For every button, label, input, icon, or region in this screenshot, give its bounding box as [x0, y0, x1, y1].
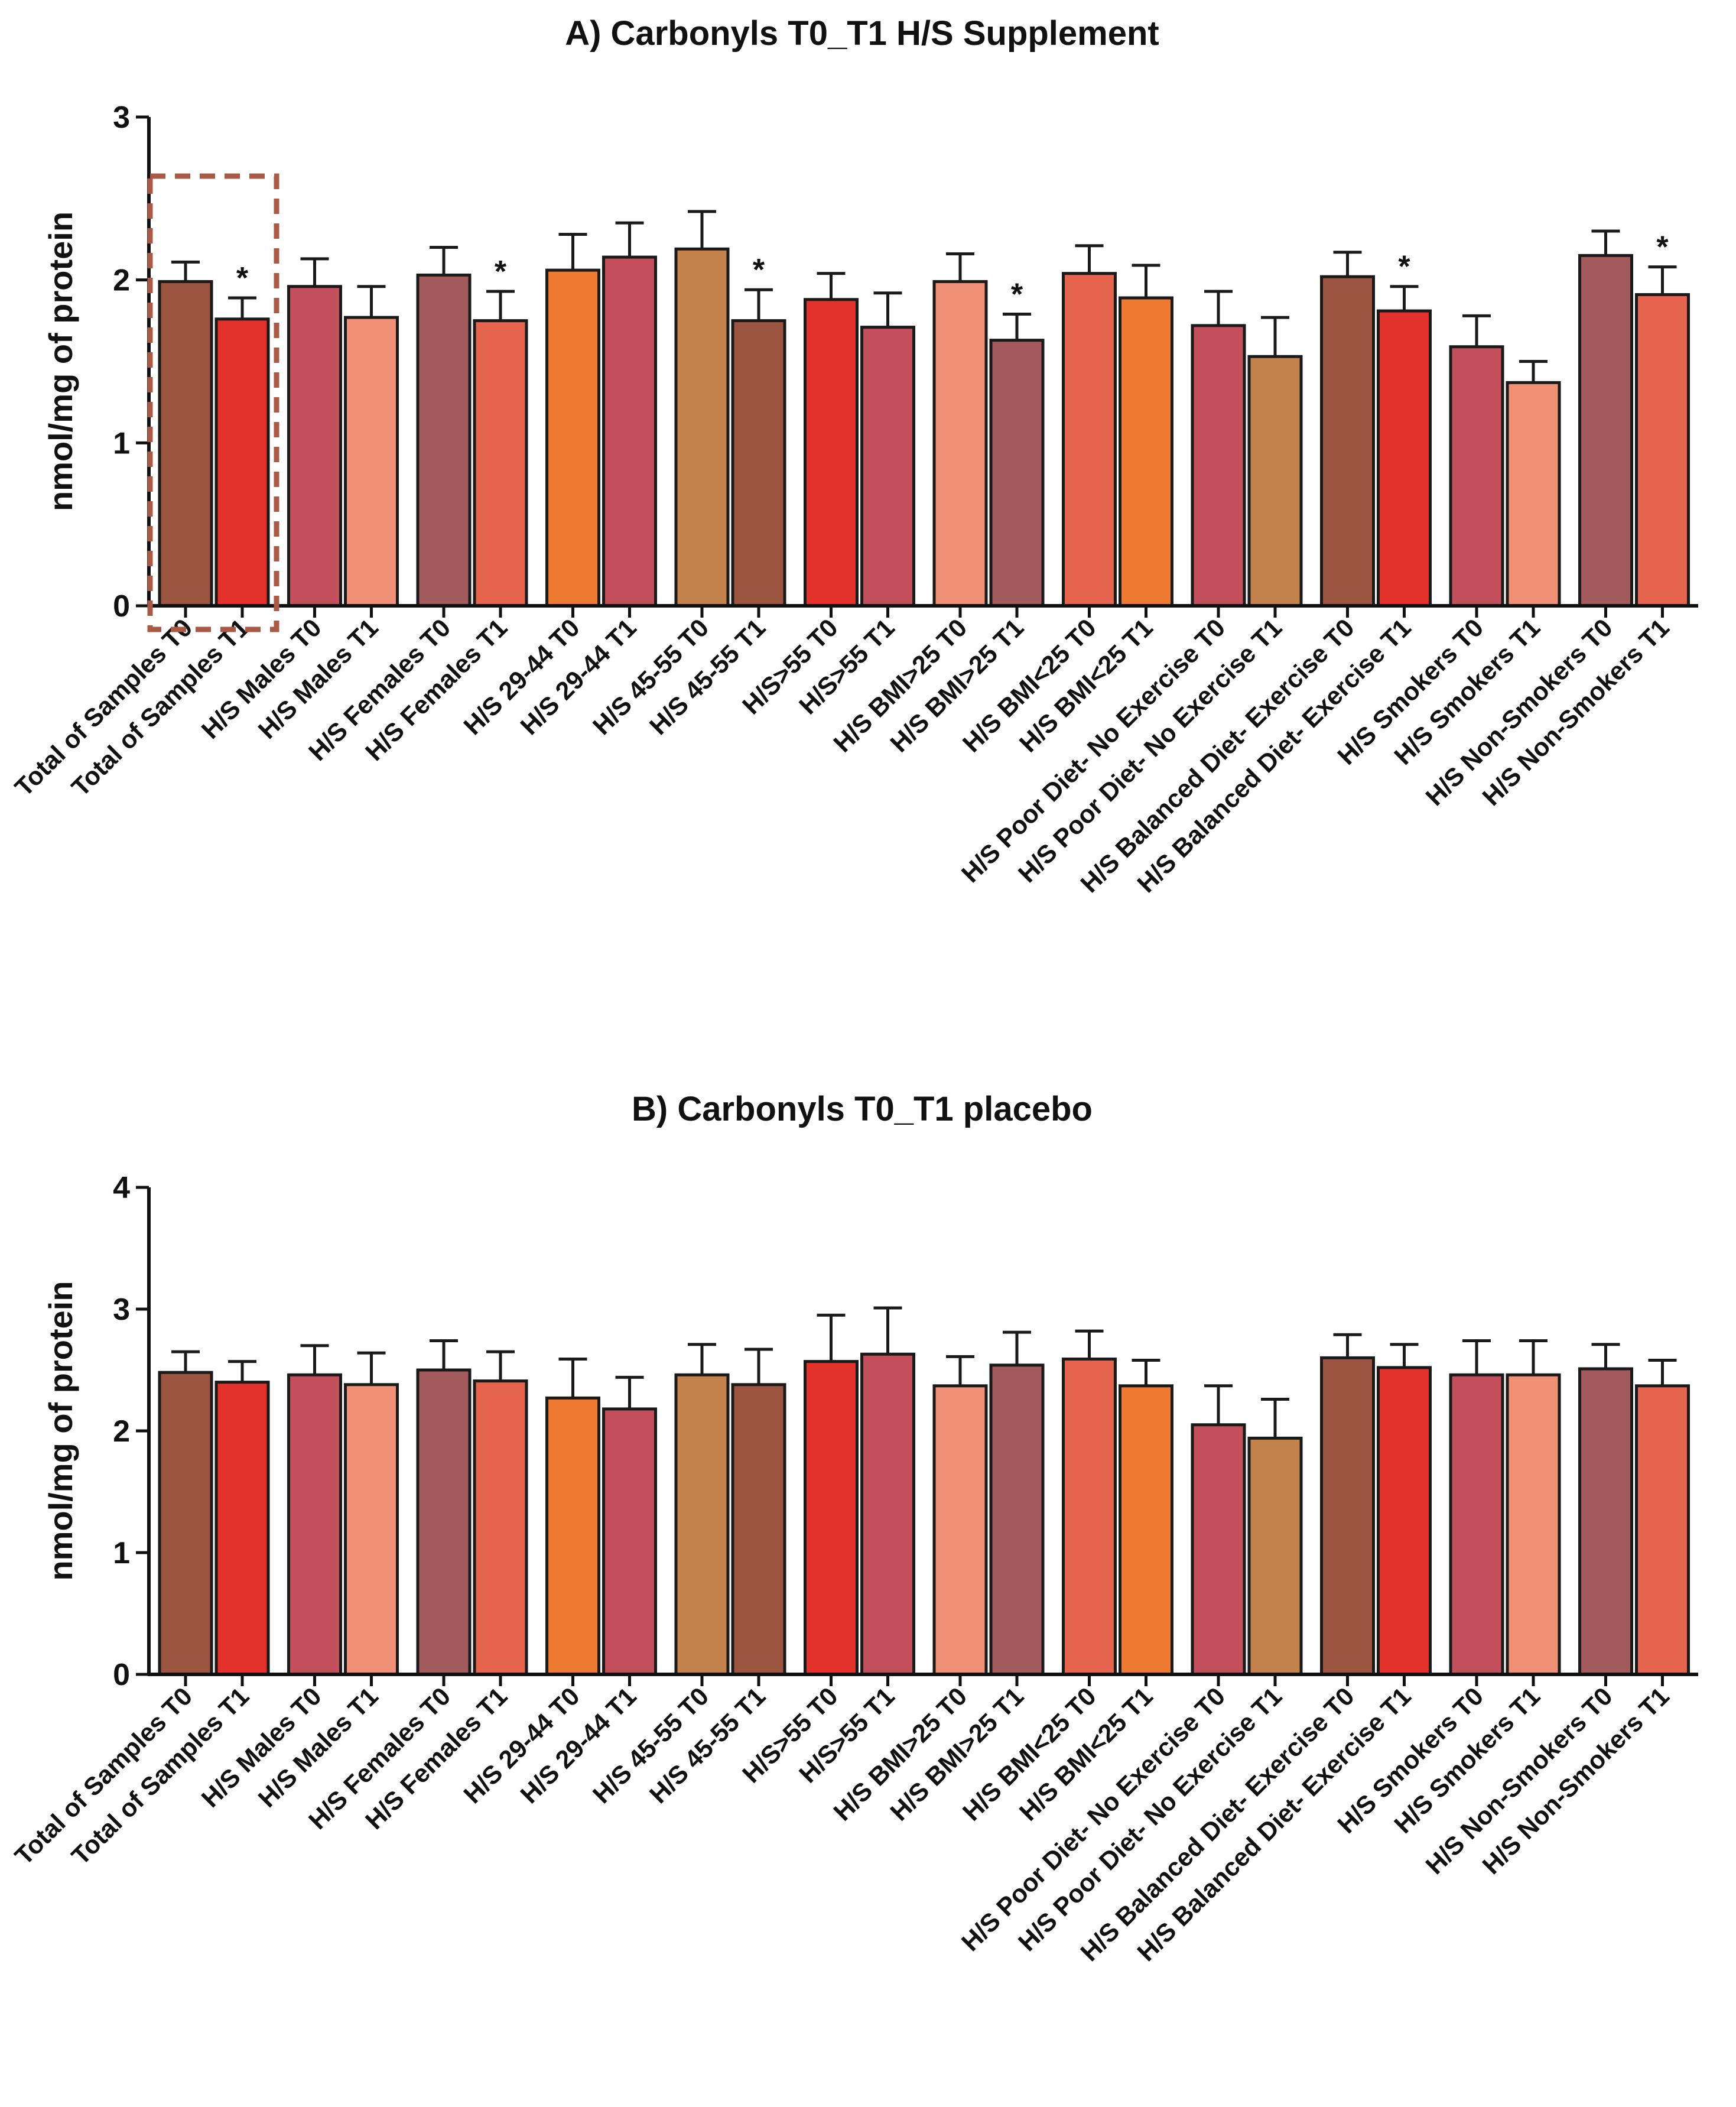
bar	[1119, 1384, 1173, 1676]
bar	[1320, 1356, 1375, 1676]
bar	[214, 1381, 270, 1676]
bar	[1062, 272, 1117, 608]
bar	[1320, 275, 1375, 608]
bar	[1635, 1384, 1690, 1676]
bar	[602, 1407, 657, 1676]
y-tick-label: 1	[113, 426, 130, 460]
bar	[545, 268, 600, 608]
chart-a: A) Carbonyls T0_T1 H/S Supplement nmol/mg…	[9, 14, 1698, 898]
bar	[214, 317, 270, 608]
bar	[416, 273, 472, 608]
y-axis-label: nmol/mg of protein	[42, 1281, 79, 1580]
bar	[473, 1379, 528, 1676]
significance-marker: *	[753, 253, 765, 287]
significance-marker: *	[1011, 278, 1023, 312]
bar	[473, 319, 528, 608]
y-axis-label: nmol/mg of protein	[42, 212, 79, 511]
bar	[989, 339, 1045, 608]
bar	[1377, 1366, 1432, 1676]
bar	[1506, 381, 1561, 608]
bar	[287, 1373, 342, 1676]
bar	[1578, 254, 1633, 608]
bar	[1635, 293, 1690, 608]
bar	[545, 1396, 600, 1676]
y-tick-label: 1	[113, 1536, 130, 1570]
y-tick-label: 3	[113, 100, 130, 135]
bar	[674, 1373, 730, 1676]
significance-marker: *	[1398, 250, 1410, 284]
y-tick-label: 0	[113, 589, 130, 624]
y-tick-label: 3	[113, 1293, 130, 1327]
bar	[674, 247, 730, 608]
bar	[344, 1383, 399, 1676]
highlight-box	[147, 173, 279, 632]
bar	[1578, 1367, 1633, 1676]
bar	[804, 298, 859, 608]
significance-marker: *	[236, 261, 249, 296]
chart-b: B) Carbonyls T0_T1 placebo nmol/mg of pro…	[9, 1090, 1698, 1967]
bar	[1247, 1436, 1303, 1676]
bar	[158, 280, 213, 608]
bar	[989, 1363, 1045, 1676]
bar	[1191, 324, 1246, 608]
y-tick-label: 0	[113, 1658, 130, 1692]
bar	[1377, 309, 1432, 608]
bar	[804, 1360, 859, 1676]
bar	[287, 285, 342, 608]
bar	[932, 280, 988, 608]
bar	[1247, 355, 1303, 608]
y-tick-label: 2	[113, 1414, 130, 1449]
bar	[1449, 1373, 1504, 1676]
bar	[731, 1383, 786, 1676]
bar	[1119, 296, 1173, 608]
significance-marker: *	[1656, 230, 1669, 265]
y-tick-label: 4	[113, 1171, 130, 1205]
y-tick-label: 2	[113, 264, 130, 298]
bar	[344, 316, 399, 608]
bar	[158, 1371, 213, 1676]
bar	[1449, 345, 1504, 608]
bar	[602, 255, 657, 608]
bar	[932, 1384, 988, 1676]
bar	[1506, 1373, 1561, 1676]
bar	[860, 326, 915, 608]
bar	[1062, 1357, 1117, 1676]
chart-title: B) Carbonyls T0_T1 placebo	[632, 1090, 1093, 1128]
bar	[860, 1352, 915, 1676]
bar	[416, 1368, 472, 1676]
chart-title: A) Carbonyls T0_T1 H/S Supplement	[565, 14, 1159, 53]
significance-marker: *	[495, 255, 507, 289]
bar	[1191, 1423, 1246, 1676]
bar	[731, 319, 786, 608]
